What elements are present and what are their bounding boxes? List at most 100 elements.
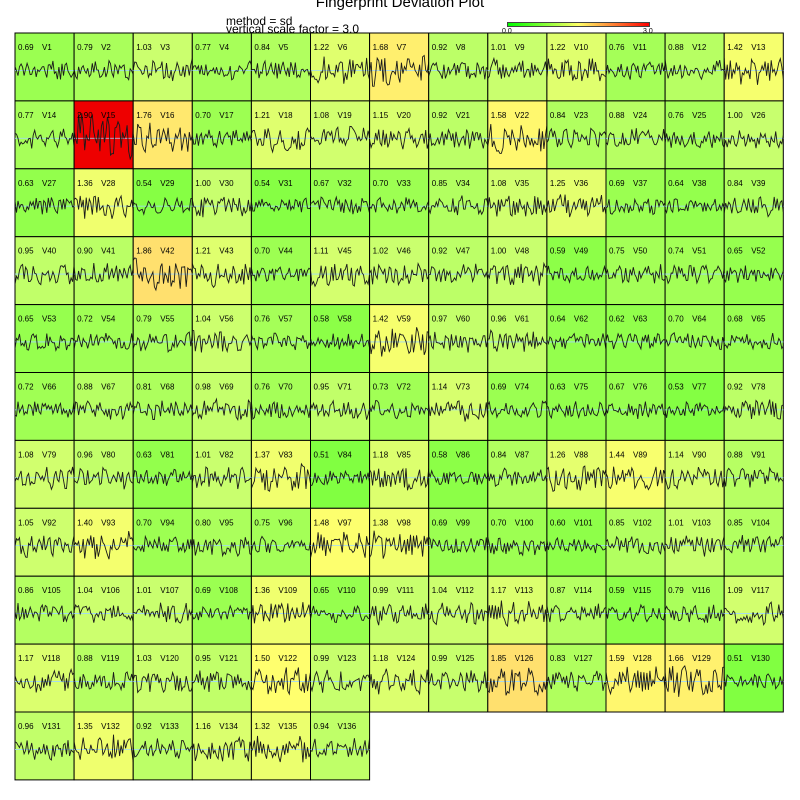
panel-name-label: V109: [278, 586, 297, 595]
legend-min-label: 0.0: [502, 28, 512, 35]
panel-name-label: V84: [338, 450, 353, 459]
panel-trace: [546, 332, 607, 350]
panel-trace: [192, 670, 252, 693]
panel-v7: 1.68 V7: [369, 32, 430, 102]
panel-value-label: 1.16: [195, 722, 211, 731]
panel-name-label: V133: [160, 722, 179, 731]
panel-trace: [133, 257, 193, 292]
panel-v28: 1.36 V28: [73, 168, 134, 238]
panel-value-label: 1.21: [195, 247, 211, 256]
panel-v121: 0.95 V121: [191, 643, 252, 713]
panel-trace: [310, 56, 370, 84]
panel-trace: [192, 604, 252, 621]
panel-value-label: 0.92: [727, 383, 743, 392]
panel-v16: 1.76 V16: [132, 100, 193, 170]
panel-value-label: 1.38: [373, 518, 389, 527]
panel-v108: 0.69 V108: [191, 575, 252, 645]
panel-trace: [665, 331, 725, 351]
panel-trace: [546, 670, 607, 692]
panel-v26: 1.00 V26: [723, 100, 784, 170]
panel-v124: 1.18 V124: [369, 643, 430, 713]
panel-value-label: 1.36: [254, 586, 270, 595]
panel-value-label: 1.01: [668, 518, 684, 527]
panel-v117: 1.09 V117: [723, 575, 784, 645]
panel-name-label: V50: [633, 247, 648, 256]
panel-trace: [606, 666, 666, 696]
panel-v10: 1.22 V10: [546, 32, 607, 102]
panel-background: [191, 439, 252, 509]
panel-trace: [310, 263, 370, 288]
panel-name-label: V25: [692, 111, 707, 120]
panel-name-label: V11: [633, 43, 647, 52]
panel-trace: [133, 534, 193, 554]
panel-trace: [428, 61, 488, 80]
panel-v111: 0.99 V111: [369, 575, 430, 645]
panel-value-label: 1.85: [491, 654, 507, 663]
panel-value-label: 1.35: [77, 722, 93, 731]
panel-name-label: V48: [515, 247, 530, 256]
panel-trace: [192, 196, 252, 218]
panel-name-label: V96: [278, 518, 293, 527]
panel-value-label: 0.85: [609, 518, 625, 527]
panel-value-label: 1.25: [550, 179, 566, 188]
panel-name-label: V77: [692, 383, 707, 392]
panel-value-label: 0.88: [668, 43, 684, 52]
panel-name-label: V21: [456, 111, 471, 120]
panel-name-label: V59: [397, 315, 412, 324]
panel-name-label: V68: [160, 383, 175, 392]
panel-value-label: 1.44: [609, 450, 625, 459]
panel-name-label: V72: [397, 383, 412, 392]
panel-v130: 0.51 V130: [723, 643, 784, 713]
panel-name-label: V117: [751, 586, 770, 595]
panel-name-label: V27: [42, 179, 57, 188]
panel-trace: [310, 333, 370, 350]
panel-name-label: V92: [42, 518, 57, 527]
panel-value-label: 0.74: [668, 247, 684, 256]
panel-v23: 0.84 V23: [546, 100, 607, 170]
panel-name-label: V60: [456, 315, 471, 324]
panel-v50: 0.75 V50: [605, 236, 666, 306]
panel-v78: 0.92 V78: [723, 372, 784, 441]
panel-trace: [15, 668, 75, 693]
panel-name-label: V28: [101, 179, 116, 188]
panel-name-label: V135: [278, 722, 297, 731]
panel-name-label: V63: [633, 315, 648, 324]
panel-background: [487, 372, 548, 441]
panel-value-label: 0.95: [314, 383, 330, 392]
panel-value-label: 0.97: [432, 315, 448, 324]
panel-value-label: 0.75: [609, 247, 625, 256]
panel-value-label: 0.64: [668, 179, 684, 188]
panel-name-label: V100: [515, 518, 534, 527]
panel-value-label: 0.95: [195, 654, 211, 663]
panel-value-label: 0.62: [609, 315, 625, 324]
panel-name-label: V14: [42, 111, 57, 120]
panel-name-label: V19: [338, 111, 353, 120]
panel-trace: [487, 123, 547, 154]
panel-background: [605, 439, 666, 509]
panel-name-label: V126: [515, 654, 534, 663]
panel-trace: [487, 195, 547, 217]
panel-v74: 0.69 V74: [487, 372, 548, 441]
panel-value-label: 1.09: [727, 586, 743, 595]
panel-trace: [74, 531, 134, 560]
panel-value-label: 0.80: [195, 518, 211, 527]
panel-name-label: V79: [42, 450, 57, 459]
panel-name-label: V124: [397, 654, 416, 663]
panel-trace: [428, 128, 488, 149]
panel-trace: [15, 466, 75, 491]
panel-v89: 1.44 V89: [605, 439, 666, 509]
panel-value-label: 0.70: [668, 315, 684, 324]
panel-v79: 1.08 V79: [14, 439, 75, 509]
panel-v99: 0.69 V99: [428, 507, 489, 577]
panel-trace: [724, 196, 784, 218]
panel-value-label: 0.85: [432, 179, 448, 188]
panel-trace: [428, 469, 488, 485]
panel-v19: 1.08 V19: [310, 100, 371, 170]
panel-value-label: 0.87: [550, 586, 566, 595]
panel-v103: 1.01 V103: [664, 507, 725, 577]
panel-trace: [606, 401, 666, 419]
panel-v13: 1.42 V13: [723, 32, 784, 102]
panel-trace: [606, 197, 666, 216]
panel-name-label: V83: [278, 450, 293, 459]
panel-trace: [724, 601, 784, 627]
